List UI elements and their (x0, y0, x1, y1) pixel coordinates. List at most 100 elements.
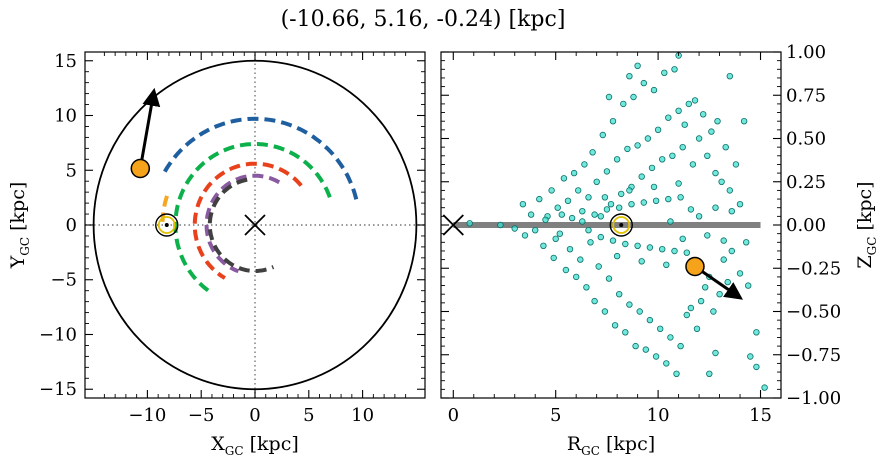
scatter-point (712, 349, 719, 357)
scatter-point (575, 187, 582, 194)
scatter-point (581, 161, 588, 168)
scatter-point (728, 207, 735, 215)
scatter-point (689, 161, 697, 168)
scatter-point (700, 111, 707, 118)
scatter-point (540, 242, 547, 249)
scatter-point (497, 221, 504, 229)
spiral-arm-2 (173, 142, 332, 293)
scatter-point (591, 211, 598, 218)
scatter-point (761, 384, 768, 391)
scatter-point (726, 187, 733, 194)
scatter-point (712, 169, 719, 177)
scatter-point (611, 322, 619, 329)
scatter-point (640, 79, 647, 87)
scatter-point (593, 178, 600, 185)
scatter-point (708, 128, 715, 135)
scatter-point (693, 325, 701, 332)
scatter-point (648, 164, 656, 172)
scatter-point (568, 214, 576, 222)
scatter-point (585, 226, 592, 234)
scatter-point (521, 232, 529, 239)
left-y-axis-label: YGC [kpc] (7, 182, 32, 270)
scatter-point (620, 100, 627, 108)
scatter-point (710, 308, 717, 315)
scatter-point (657, 325, 664, 332)
scatter-point (679, 143, 686, 151)
scatter-point (646, 244, 654, 251)
right-x-tick-label: 15 (749, 405, 772, 426)
scatter-point (695, 135, 703, 142)
scatter-point (667, 218, 674, 225)
scatter-point (687, 304, 695, 312)
scatter-point (671, 66, 678, 73)
right-x-tick-label: 10 (647, 405, 670, 426)
left-x-axis-label: XGC [kpc] (211, 433, 299, 458)
spiral-arm-5 (204, 173, 281, 274)
scatter-point (747, 353, 754, 360)
spiral-arm-6 (207, 177, 275, 273)
scatter-point (642, 346, 649, 353)
left-y-tick-label: −5 (50, 270, 77, 291)
scatter-point (695, 213, 703, 220)
scatter-point (630, 93, 637, 101)
object-marker (685, 256, 705, 277)
left-y-tick-label: 0 (66, 215, 77, 236)
scatter-point (677, 342, 684, 350)
right-y-axis-label: ZGC [kpc] (854, 181, 879, 268)
scatter-point (511, 225, 518, 232)
scatter-point (616, 204, 623, 211)
scatter-point (607, 200, 615, 208)
scatter-points (466, 52, 768, 391)
scatter-point (626, 72, 633, 80)
scatter-point (663, 261, 670, 268)
left-y-tick-label: 5 (66, 160, 77, 181)
scatter-point (579, 207, 586, 215)
figure-title: (-10.66, 5.16, -0.24) [kpc] (281, 7, 566, 32)
scatter-point (659, 156, 666, 163)
left-x-tick-label: −10 (128, 405, 166, 426)
right-y-tick-label: 0.25 (786, 172, 826, 193)
scatter-point (634, 142, 641, 149)
right-y-tick-label: 0.50 (786, 129, 826, 150)
scatter-point (671, 247, 678, 255)
scatter-point (573, 273, 580, 281)
right-y-tick-label: 0.75 (786, 85, 826, 106)
right-x-tick-label: 0 (448, 405, 459, 426)
scatter-point (728, 247, 735, 255)
scatter-point (736, 270, 744, 277)
left-y-tick-label: −15 (39, 379, 77, 400)
left-x-tick-label: 10 (351, 405, 374, 426)
scatter-point (634, 242, 641, 249)
right-x-axis-label: RGC [kpc] (567, 433, 655, 458)
scatter-point (652, 197, 660, 204)
scatter-point (716, 291, 723, 298)
scatter-point (663, 360, 670, 367)
scatter-point (519, 200, 527, 208)
scatter-point (622, 329, 629, 336)
scatter-point (570, 169, 578, 177)
scatter-point (683, 311, 690, 319)
galactic-center-marker (244, 214, 266, 236)
scatter-point (681, 121, 688, 128)
scatter-point (718, 178, 725, 185)
scatter-point (665, 195, 672, 203)
scatter-point (626, 301, 633, 308)
scatter-point (687, 206, 695, 213)
scatter-point (527, 211, 535, 218)
scatter-point (601, 194, 609, 201)
scatter-point (704, 152, 711, 159)
scatter-point (628, 200, 635, 208)
scatter-point (665, 114, 672, 121)
right-y-tick-label: 1.00 (786, 42, 826, 63)
scatter-point (726, 72, 733, 80)
scatter-point (532, 226, 539, 234)
scatter-point (603, 206, 611, 213)
scatter-point (753, 329, 760, 336)
scatter-point (560, 175, 568, 182)
scatter-point (554, 204, 561, 211)
scatter-point (724, 278, 731, 286)
scatter-point (595, 263, 602, 270)
scatter-point (638, 173, 645, 180)
scatter-point (589, 149, 596, 156)
